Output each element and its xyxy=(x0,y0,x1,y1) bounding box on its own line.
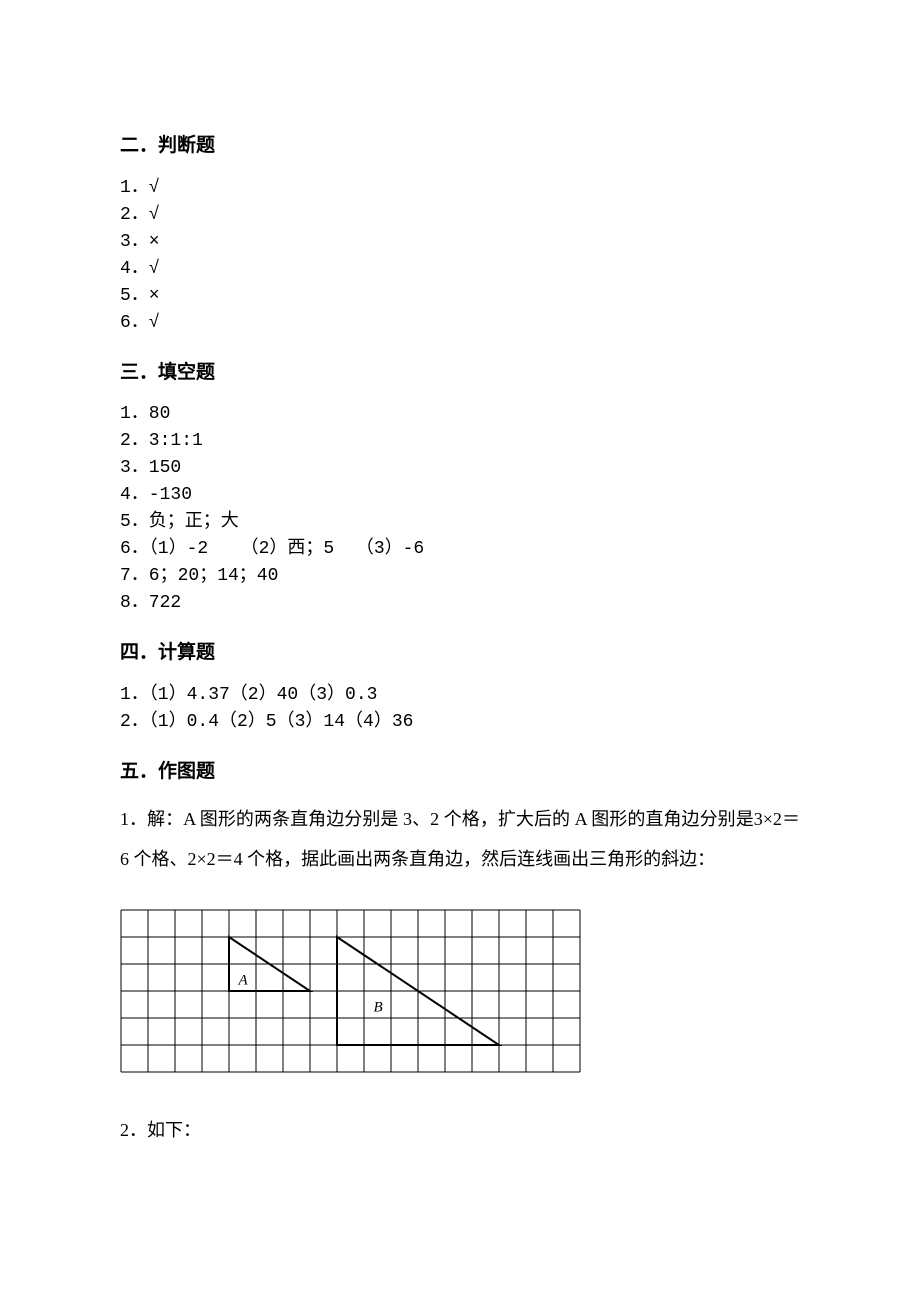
section-4-answers: 1．（1）4.37（2）40（3）0.3 2．（1）0.4（2）5（3）14（4… xyxy=(120,682,800,736)
answer-line: 4．√ xyxy=(120,256,800,283)
answer-line: 4．-130 xyxy=(120,482,800,509)
answer-line: 2．3:1:1 xyxy=(120,428,800,455)
answer-line: 5．× xyxy=(120,283,800,310)
section-4-title: 四．计算题 xyxy=(120,639,800,668)
answer-line: 2．（1）0.4（2）5（3）14（4）36 xyxy=(120,709,800,736)
section-5-after-fig: 2．如下： xyxy=(120,1111,800,1151)
answer-line: 8．722 xyxy=(120,590,800,617)
section-5-title: 五．作图题 xyxy=(120,758,800,787)
svg-text:B: B xyxy=(373,999,382,1015)
section-5-para: 1．解：A 图形的两条直角边分别是 3、2 个格，扩大后的 A 图形的直角边分别… xyxy=(120,800,800,879)
answer-line: 3．× xyxy=(120,229,800,256)
section-2-title: 二．判断题 xyxy=(120,132,800,161)
answer-line: 3．150 xyxy=(120,455,800,482)
section-3-answers: 1．80 2．3:1:1 3．150 4．-130 5．负；正；大 6．（1）-… xyxy=(120,401,800,617)
answer-line: 5．负；正；大 xyxy=(120,509,800,536)
answer-line: 6．（1）-2 （2）西；5 （3）-6 xyxy=(120,536,800,563)
answer-line: 6．√ xyxy=(120,310,800,337)
svg-text:A: A xyxy=(237,972,248,988)
answer-line: 1．√ xyxy=(120,175,800,202)
grid-svg: AB xyxy=(120,909,581,1073)
section-2-answers: 1．√ 2．√ 3．× 4．√ 5．× 6．√ xyxy=(120,175,800,337)
answer-line: 1．（1）4.37（2）40（3）0.3 xyxy=(120,682,800,709)
section-3-title: 三．填空题 xyxy=(120,359,800,388)
grid-figure: AB xyxy=(120,909,800,1081)
answer-line: 7．6；20；14；40 xyxy=(120,563,800,590)
answer-line: 2．√ xyxy=(120,202,800,229)
answer-line: 1．80 xyxy=(120,401,800,428)
